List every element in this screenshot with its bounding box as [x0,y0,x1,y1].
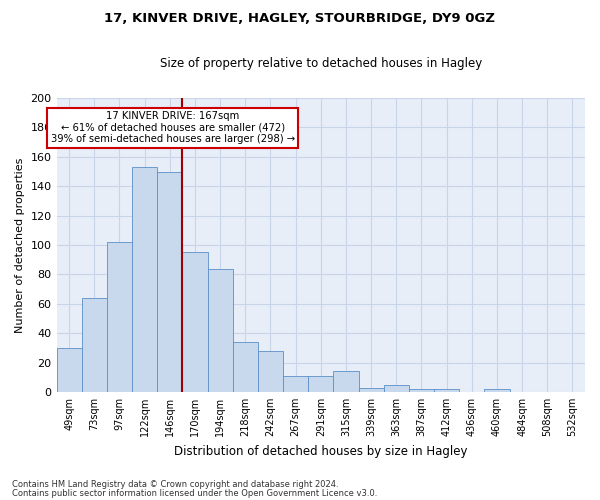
Bar [208,268,233,392]
Bar [132,167,157,392]
Bar [434,389,459,392]
Text: Contains public sector information licensed under the Open Government Licence v3: Contains public sector information licen… [12,490,377,498]
Bar [409,389,434,392]
Bar [359,388,383,392]
Bar [283,376,308,392]
Text: Contains HM Land Registry data © Crown copyright and database right 2024.: Contains HM Land Registry data © Crown c… [12,480,338,489]
Bar [157,172,182,392]
X-axis label: Distribution of detached houses by size in Hagley: Distribution of detached houses by size … [174,444,467,458]
Title: Size of property relative to detached houses in Hagley: Size of property relative to detached ho… [160,58,482,70]
Text: 17, KINVER DRIVE, HAGLEY, STOURBRIDGE, DY9 0GZ: 17, KINVER DRIVE, HAGLEY, STOURBRIDGE, D… [104,12,496,26]
Bar [56,348,82,392]
Bar [484,389,509,392]
Bar [182,252,208,392]
Y-axis label: Number of detached properties: Number of detached properties [15,158,25,332]
Bar [82,298,107,392]
Bar [334,372,359,392]
Bar [258,351,283,392]
Bar [308,376,334,392]
Bar [383,384,409,392]
Bar [233,342,258,392]
Text: 17 KINVER DRIVE: 167sqm
← 61% of detached houses are smaller (472)
39% of semi-d: 17 KINVER DRIVE: 167sqm ← 61% of detache… [51,112,295,144]
Bar [107,242,132,392]
